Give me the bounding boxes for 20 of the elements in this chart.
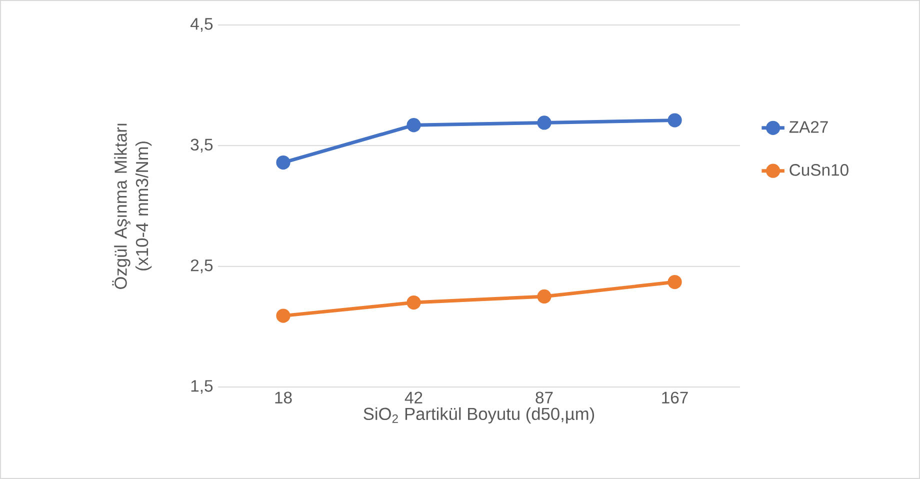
x-tick-label: 18: [275, 392, 292, 404]
point: [276, 308, 290, 323]
point: [668, 113, 682, 128]
x-tick-label: 87: [536, 392, 553, 404]
point: [537, 116, 552, 130]
y-axis-title: Özgül Aşınma Miktarı (x10-4 mm3/Nm): [112, 124, 152, 289]
y-tick-label: 3,5: [190, 138, 213, 153]
point: [276, 155, 290, 170]
y-tick-label: 1,5: [191, 380, 213, 394]
point: [406, 295, 421, 310]
x-tick-label: 167: [662, 392, 688, 404]
y-tick-label: 2,5: [190, 259, 213, 274]
x-tick-label: 42: [404, 392, 422, 404]
point: [668, 274, 682, 290]
legend-label: ZA27: [789, 121, 828, 133]
x-axis-title: SiO$_{2}$ Partikül Boyutu (d50,µm): [364, 407, 594, 424]
point: [537, 289, 552, 304]
y-tick-label: 4,5: [190, 18, 213, 32]
point: [406, 118, 421, 132]
legend-label: CuSn10: [790, 164, 848, 176]
